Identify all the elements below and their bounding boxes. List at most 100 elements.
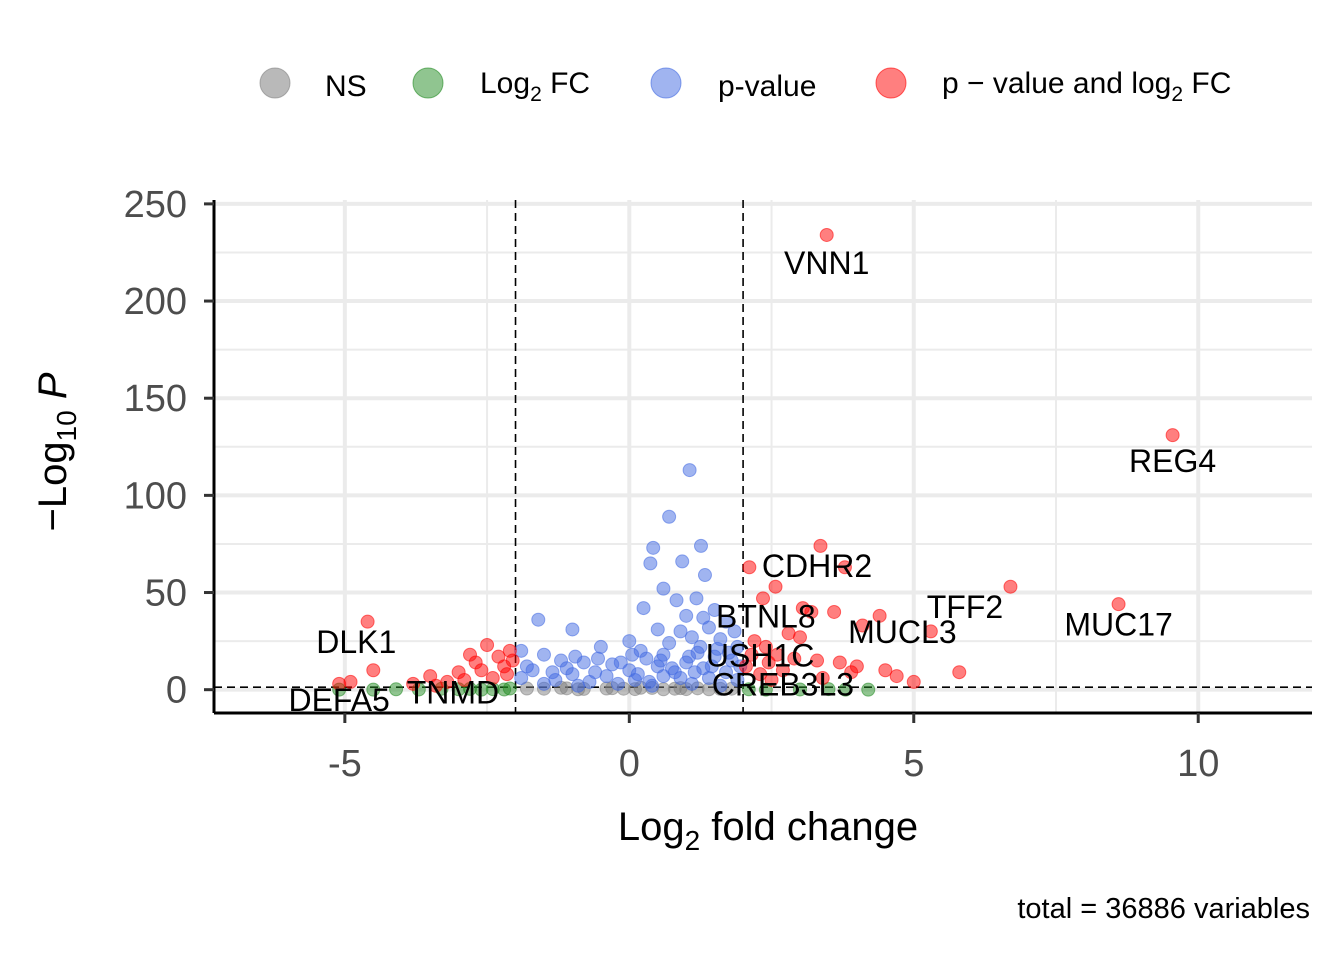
point-p [669,593,684,608]
point-fc_p [819,227,834,242]
gene-label: BTNL8 [716,599,816,635]
point-p [662,509,677,524]
point-fc_p [855,618,870,633]
point-p [559,661,574,676]
x-axis-title: Log2 fold change [618,805,918,856]
gene-label: MUC17 [1064,606,1172,642]
point-p [519,659,534,674]
point-p [565,622,580,637]
point-fc_p [844,665,859,680]
point-p [719,665,734,680]
point-fc_p [872,608,887,623]
legend-key-log2fc [412,67,444,99]
point-p [719,614,734,629]
gene-label: USH1C [706,637,814,673]
point-p [625,647,640,662]
point-p [721,645,736,660]
gene-label: DLK1 [316,624,396,660]
point-p [673,624,688,639]
point-fc [792,682,807,697]
point-p [662,636,677,651]
point-fc_p [1003,579,1018,594]
point-fc_p [804,604,819,619]
point-p [536,647,551,662]
legend-key-pvalue [650,67,682,99]
point-fc_p [480,637,495,652]
point-fc_p [764,672,779,687]
point-fc_p [758,639,773,654]
y-tick-label: 50 [145,573,187,615]
data-points [332,227,1180,697]
point-fc_p [889,669,904,684]
point-fc_p [815,671,830,686]
point-p [571,678,586,693]
point-p [642,674,657,689]
point-fc [861,682,876,697]
y-tick-label: 0 [166,670,187,712]
point-p [613,655,628,670]
point-ns [559,681,574,696]
point-p [704,659,719,674]
point-fc_p [952,665,967,680]
gene-label: VNN1 [784,245,869,281]
point-fc_p [332,676,347,691]
point-fc_p [747,634,762,649]
point-p [531,612,546,627]
point-fc [366,682,381,697]
point-p [701,620,716,635]
point-fc_p [827,604,842,619]
point-fc_p [457,672,472,687]
point-p [684,630,699,645]
y-tick-label: 250 [124,184,187,226]
x-tick-label: 10 [1177,743,1219,785]
point-p [679,608,694,623]
gene-labels: VNN1 REG4 CDHR2 TFF2 MUC17 BTNL8 MUCL3 USH1CCRE… [288,245,1216,718]
point-fc_p [792,630,807,645]
point-fc_p [505,653,520,668]
point-p [713,678,728,693]
point-fc_p [499,667,514,682]
point-fc_p [406,676,421,691]
point-p [664,661,679,676]
point-fc_p [1111,597,1126,612]
point-fc [502,681,517,696]
point-p [682,649,697,664]
point-p [653,653,668,668]
y-tick-label: 100 [124,475,187,517]
point-fc_p [366,663,381,678]
caption: total = 36886 variables [1017,893,1310,925]
legend-key-ns [259,67,291,99]
point-p [610,676,625,691]
point-p [643,556,658,571]
point-fc_p [360,614,375,629]
gene-label: MUCL3 [848,614,956,650]
point-fc_p [813,538,828,553]
point-fc_p [906,674,921,689]
point-p [730,672,745,687]
point-p [636,601,651,616]
point-fc_p [742,560,757,575]
point-fc_p [753,667,768,682]
legend: NS Log2 FC p-value p − value and log2 FC [259,67,1231,106]
point-p [707,603,722,618]
point-fc_p [428,678,443,693]
legend-key-pvalue-and-log2fc [875,67,907,99]
gene-label: TNMD [407,674,499,710]
point-p [545,665,560,680]
point-fc_p [768,579,783,594]
point-p [693,538,708,553]
point-fc_p [485,671,500,686]
point-p [646,540,661,555]
point-p [599,669,614,684]
legend-label-ns: NS [325,70,367,103]
point-fc_p [474,663,489,678]
point-fc_p [756,591,770,606]
point-fc_p [810,653,825,668]
point-fc [389,682,404,697]
point-p [514,671,529,686]
point-fc [838,682,853,697]
point-p [687,665,702,680]
point-p [697,568,712,583]
legend-label-log2fc: Log2 FC [480,67,590,106]
